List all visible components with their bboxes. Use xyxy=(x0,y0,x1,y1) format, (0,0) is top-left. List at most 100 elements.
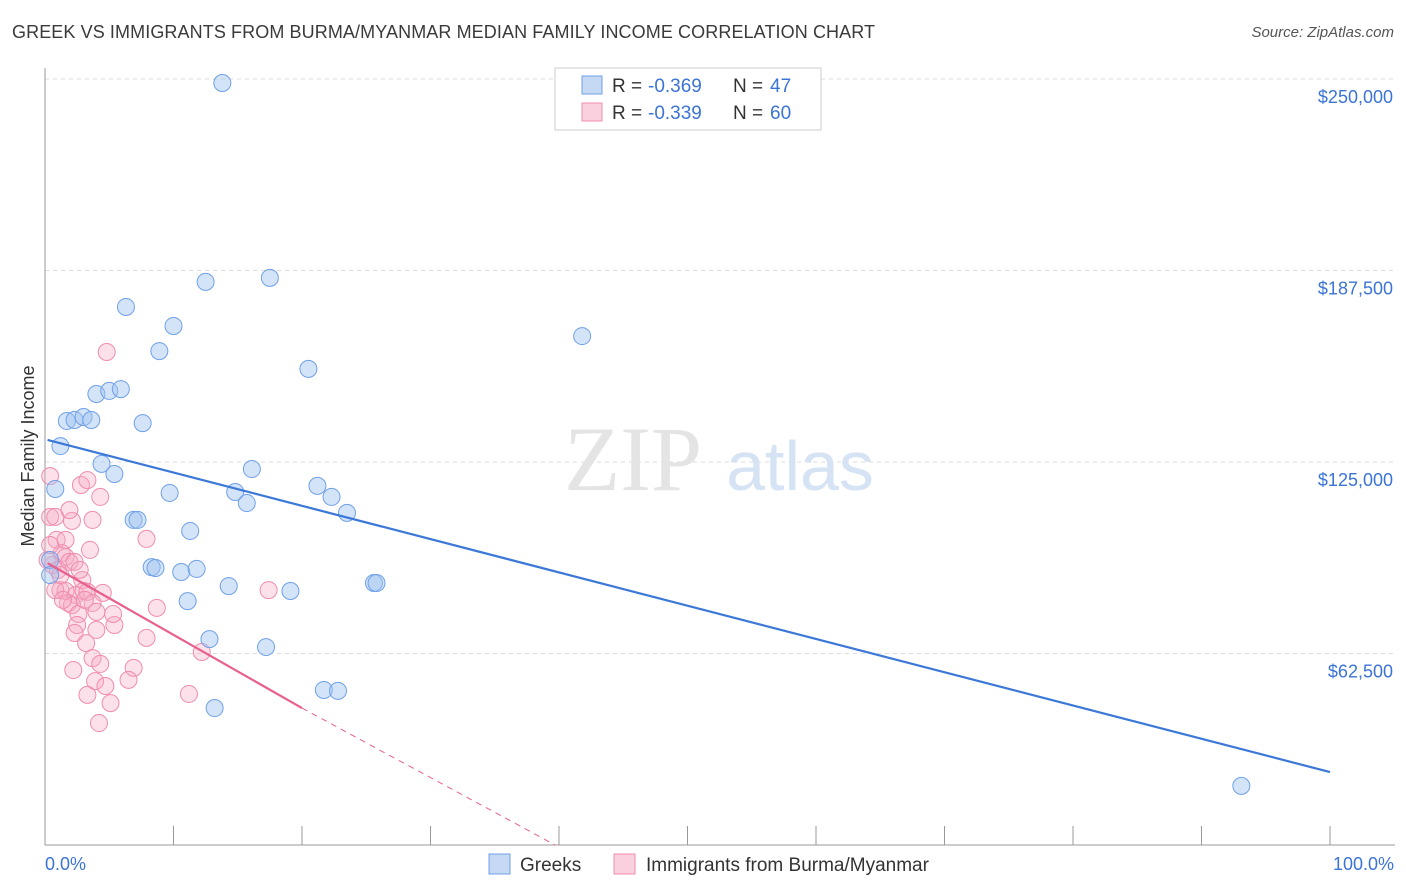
burma-point xyxy=(89,714,108,733)
greeks-point xyxy=(322,487,341,506)
greeks-point xyxy=(51,437,70,456)
greeks-point xyxy=(82,411,101,430)
x-tick-label-max: 100.0% xyxy=(1333,854,1394,874)
burma-point xyxy=(147,598,166,617)
greeks-point xyxy=(92,454,111,473)
burma-point xyxy=(83,510,102,529)
greeks-point xyxy=(133,414,152,433)
source-label: Source: ZipAtlas.com xyxy=(1251,24,1394,41)
watermark-zip: ZIP xyxy=(564,408,702,510)
greeks-point xyxy=(181,521,200,540)
watermark-atlas: atlas xyxy=(726,427,874,505)
greeks-point xyxy=(299,359,318,378)
greeks-point xyxy=(41,566,60,585)
burma-point xyxy=(62,511,81,530)
greeks-point xyxy=(308,476,327,495)
burma-point xyxy=(41,536,60,555)
greeks-point xyxy=(281,581,300,600)
y-tick-label: $125,000 xyxy=(1318,470,1393,490)
burma-point xyxy=(75,590,94,609)
y-tick-label: $187,500 xyxy=(1318,279,1393,299)
legend-swatch-burma xyxy=(581,102,603,122)
legend-r-value: -0.369 xyxy=(648,76,702,97)
burma-point xyxy=(53,590,72,609)
legend-bottom-greeks: Greeks xyxy=(520,855,581,876)
greeks-point xyxy=(150,342,169,361)
burma-point xyxy=(91,487,110,506)
legend-bottom-swatch-greeks xyxy=(488,853,511,875)
greeks-point xyxy=(124,510,143,529)
burma-point xyxy=(97,343,116,362)
burma-point xyxy=(124,658,143,677)
burma-point xyxy=(179,684,198,703)
x-tick-label-min: 0.0% xyxy=(45,854,86,874)
y-tick-label: $62,500 xyxy=(1328,662,1393,682)
greeks-point xyxy=(242,460,261,479)
greeks-point xyxy=(573,327,592,346)
greeks-point xyxy=(100,381,119,400)
burma-point xyxy=(80,540,99,559)
burma-point xyxy=(91,654,110,673)
greeks-point xyxy=(237,494,256,513)
greeks-point xyxy=(260,268,279,287)
legend-bottom: Greeks Immigrants from Burma/Myanmar xyxy=(488,853,930,876)
greeks-point xyxy=(314,680,333,699)
greeks-point xyxy=(328,681,347,700)
greeks-point xyxy=(111,380,130,399)
greeks-point xyxy=(164,316,183,335)
burma-point xyxy=(78,471,97,490)
burma-trend-line xyxy=(47,562,303,709)
greeks-point xyxy=(1232,776,1251,795)
greeks-point xyxy=(160,483,179,502)
burma-point xyxy=(70,560,89,579)
watermark: ZIP atlas xyxy=(564,408,874,510)
greeks-trend-line xyxy=(47,438,1331,774)
legend-bottom-burma: Immigrants from Burma/Myanmar xyxy=(646,855,930,876)
greeks-point xyxy=(41,551,60,570)
burma-point xyxy=(41,507,60,526)
greeks-point xyxy=(105,464,124,483)
legend-top: R = -0.369 N = 47 R = -0.339 N = 60 xyxy=(554,67,822,131)
y-axis-label: Median Family Income xyxy=(18,365,38,546)
legend-r-label: R = xyxy=(612,103,642,124)
burma-point xyxy=(119,670,138,689)
legend-n-value: 60 xyxy=(770,103,791,124)
legend-bottom-swatch-burma xyxy=(613,853,636,875)
greeks-point xyxy=(116,297,135,316)
greeks-point xyxy=(187,559,206,578)
greeks-point xyxy=(205,699,224,718)
burma-point xyxy=(78,685,97,704)
greeks-point xyxy=(172,562,191,581)
burma-trend-extension xyxy=(301,707,556,846)
legend-r-label: R = xyxy=(612,76,642,97)
legend-r-value: -0.339 xyxy=(648,103,702,124)
burma-point xyxy=(137,628,156,647)
legend-n-label: N = xyxy=(733,76,763,97)
legend-n-label: N = xyxy=(733,103,763,124)
greeks-point xyxy=(46,479,65,498)
greeks-point xyxy=(128,510,147,529)
burma-point xyxy=(77,634,96,653)
legend-swatch-greeks xyxy=(581,75,603,95)
greeks-point xyxy=(257,638,276,657)
y-tick-label: $250,000 xyxy=(1318,87,1393,107)
greeks-point xyxy=(146,559,165,578)
burma-point xyxy=(104,604,123,623)
burma-point xyxy=(64,661,83,680)
greeks-point xyxy=(367,574,386,593)
burma-point xyxy=(56,530,75,549)
greeks-point xyxy=(219,577,238,596)
burma-point xyxy=(137,529,156,548)
greeks-point xyxy=(196,272,215,291)
greeks-point xyxy=(57,411,76,430)
chart-title: GREEK VS IMMIGRANTS FROM BURMA/MYANMAR M… xyxy=(12,22,876,42)
burma-point xyxy=(101,694,120,713)
legend-n-value: 47 xyxy=(770,76,791,97)
burma-point xyxy=(86,672,105,691)
burma-point xyxy=(65,623,84,642)
greeks-point xyxy=(213,73,232,92)
burma-point xyxy=(87,620,106,639)
burma-point xyxy=(96,676,115,695)
